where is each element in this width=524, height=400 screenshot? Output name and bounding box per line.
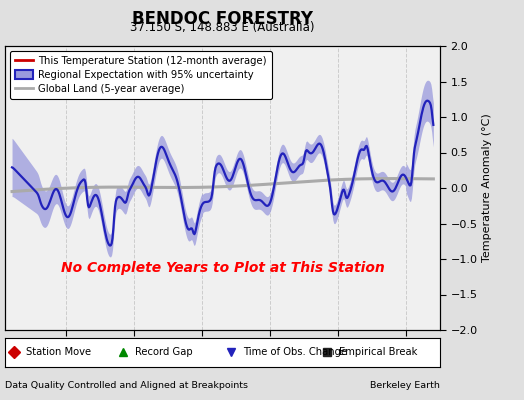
Text: BENDOC FORESTRY: BENDOC FORESTRY	[132, 10, 313, 28]
Text: Empirical Break: Empirical Break	[339, 347, 418, 357]
Text: Record Gap: Record Gap	[135, 347, 192, 357]
Text: 37.150 S, 148.883 E (Australia): 37.150 S, 148.883 E (Australia)	[130, 21, 315, 34]
Y-axis label: Temperature Anomaly (°C): Temperature Anomaly (°C)	[482, 114, 492, 262]
Text: Time of Obs. Change: Time of Obs. Change	[244, 347, 348, 357]
Text: Station Move: Station Move	[26, 347, 91, 357]
Text: Berkeley Earth: Berkeley Earth	[370, 381, 440, 390]
Text: No Complete Years to Plot at This Station: No Complete Years to Plot at This Statio…	[61, 260, 385, 274]
Legend: This Temperature Station (12-month average), Regional Expectation with 95% uncer: This Temperature Station (12-month avera…	[10, 51, 272, 99]
Text: Data Quality Controlled and Aligned at Breakpoints: Data Quality Controlled and Aligned at B…	[5, 381, 248, 390]
